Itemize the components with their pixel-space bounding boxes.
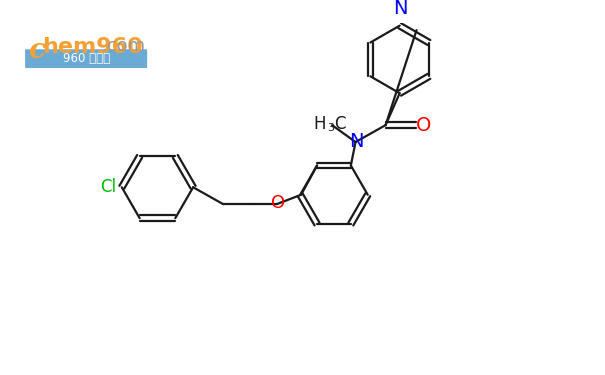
Text: c: c: [28, 37, 45, 64]
Text: C: C: [334, 115, 345, 133]
Text: Cl: Cl: [100, 178, 116, 196]
Text: .com: .com: [101, 37, 145, 55]
Text: H: H: [313, 115, 325, 133]
Text: N: N: [393, 0, 408, 18]
Text: 960 化工网: 960 化工网: [62, 52, 110, 65]
Text: hem960: hem960: [42, 37, 143, 57]
FancyBboxPatch shape: [25, 49, 147, 68]
Text: N: N: [349, 132, 364, 151]
Text: 3: 3: [327, 123, 335, 133]
Text: O: O: [270, 194, 285, 212]
Text: O: O: [416, 116, 431, 135]
